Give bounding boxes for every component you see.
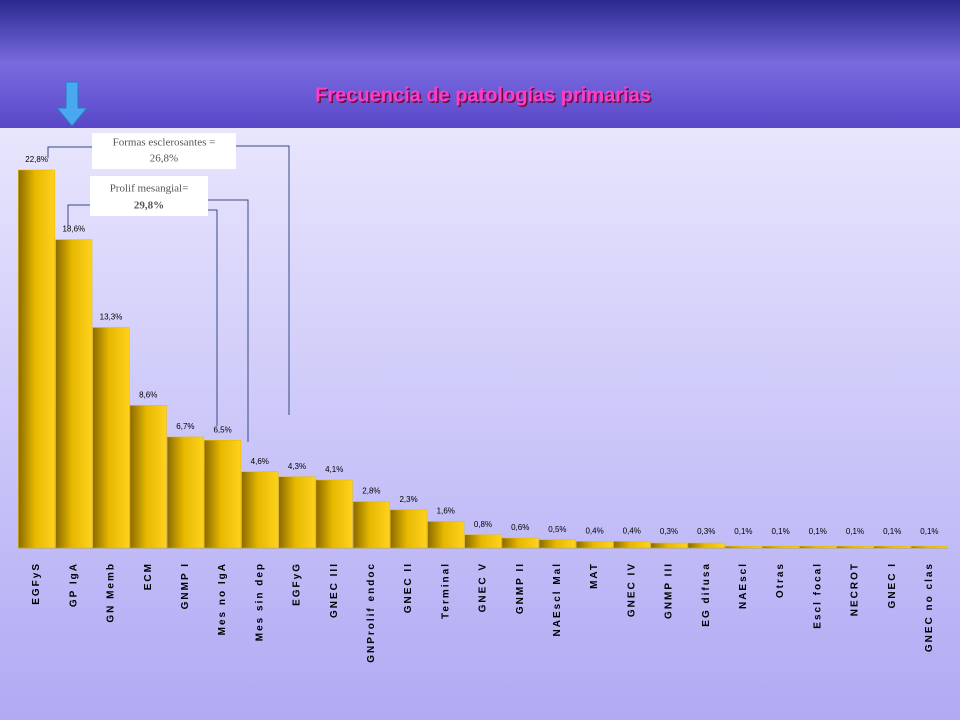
- bar: [501, 537, 539, 549]
- connector: [208, 209, 218, 426]
- value-label: 0,1%: [846, 527, 864, 536]
- value-label: 0,4%: [585, 526, 603, 535]
- bar: [166, 436, 204, 549]
- x-tick-label: GP IgA: [68, 562, 79, 607]
- x-tick-label: Mes no IgA: [217, 562, 228, 635]
- x-tick-label: Mes sin dep: [254, 562, 265, 641]
- value-label: 0,1%: [920, 527, 938, 536]
- value-label: 0,1%: [883, 527, 901, 536]
- value-label: 0,1%: [771, 527, 789, 536]
- value-label: 18,6%: [62, 225, 85, 234]
- annotation-box: [90, 176, 208, 216]
- bar: [427, 521, 465, 549]
- bar: [278, 476, 316, 549]
- value-label: 22,8%: [25, 155, 48, 164]
- x-tick-label: GNMP II: [515, 562, 526, 614]
- bar: [836, 546, 874, 549]
- bar: [724, 546, 762, 549]
- bar: [55, 239, 93, 549]
- annotation: Prolif mesangial=: [110, 183, 189, 195]
- header: [0, 0, 960, 128]
- x-tick-label: NAEscl: [738, 562, 749, 609]
- value-label: 0,3%: [660, 527, 678, 536]
- value-label: 4,6%: [251, 457, 269, 466]
- x-tick-label: GNEC IV: [626, 562, 637, 617]
- x-tick-label: EGFyG: [292, 562, 303, 606]
- bar: [315, 479, 353, 549]
- x-tick-label: GN Memb: [106, 562, 117, 623]
- value-label: 0,6%: [511, 523, 529, 532]
- value-label: 0,3%: [697, 527, 715, 536]
- connector: [208, 199, 249, 442]
- bar: [241, 471, 279, 549]
- x-tick-label: ECM: [143, 562, 154, 590]
- x-tick-label: NAEscl Mal: [552, 562, 563, 636]
- annotation: Formas esclerosantes =: [113, 137, 216, 149]
- bar: [538, 539, 576, 549]
- x-tick-label: MAT: [589, 562, 600, 589]
- x-tick-label: Escl focal: [812, 562, 823, 629]
- x-tick-label: EG difusa: [701, 562, 712, 627]
- bar: [92, 327, 130, 549]
- value-label: 6,5%: [213, 425, 231, 434]
- x-tick-label: NECROT: [850, 562, 861, 616]
- value-label: 1,6%: [437, 507, 455, 516]
- arrow: [55, 81, 89, 127]
- value-label: 2,3%: [399, 495, 417, 504]
- bar: [576, 541, 614, 549]
- bar: [873, 546, 911, 549]
- bar: [129, 405, 167, 549]
- bar: [799, 546, 837, 549]
- value-label: 2,8%: [362, 487, 380, 496]
- value-label: 4,3%: [288, 462, 306, 471]
- x-tick-label: GNEC I: [887, 562, 898, 608]
- bar: [18, 169, 56, 549]
- connector: [236, 145, 290, 415]
- connector: [67, 204, 90, 226]
- chart-title: Frecuencia de patologías primarias: [315, 84, 651, 106]
- annotation-box: [92, 133, 236, 169]
- value-label: 0,5%: [548, 525, 566, 534]
- value-label: 6,7%: [176, 422, 194, 431]
- annotation: 26,8%: [150, 153, 178, 165]
- bar: [613, 541, 651, 549]
- x-tick-label: GNEC II: [403, 562, 414, 613]
- bar: [762, 546, 800, 549]
- bar: [464, 534, 502, 549]
- connector: [47, 146, 92, 158]
- x-tick-label: EGFyS: [31, 562, 42, 605]
- value-label: 13,3%: [100, 313, 123, 322]
- value-label: 0,1%: [734, 527, 752, 536]
- bar: [910, 546, 948, 549]
- value-label: 0,1%: [809, 527, 827, 536]
- x-tick-label: GNMP I: [180, 562, 191, 609]
- x-tick-label: GNEC V: [478, 562, 489, 612]
- x-tick-label: GNMP III: [664, 562, 675, 619]
- x-tick-label: Terminal: [440, 562, 451, 619]
- annotation: 29,8%: [134, 200, 164, 212]
- x-tick-label: Otras: [775, 562, 786, 598]
- bar: [390, 509, 428, 549]
- x-tick-label: GNEC III: [329, 562, 340, 618]
- value-label: 8,6%: [139, 391, 157, 400]
- title-shadow: Frecuencia de patologías primarias: [317, 86, 653, 108]
- value-label: 4,1%: [325, 465, 343, 474]
- bar: [352, 501, 390, 549]
- x-tick-label: GNProlif endoc: [366, 562, 377, 663]
- value-label: 0,8%: [474, 520, 492, 529]
- bar: [687, 542, 725, 549]
- value-label: 0,4%: [623, 526, 641, 535]
- bar: [204, 439, 242, 549]
- x-tick-label: GNEC no clas: [924, 562, 935, 652]
- bar: [650, 542, 688, 549]
